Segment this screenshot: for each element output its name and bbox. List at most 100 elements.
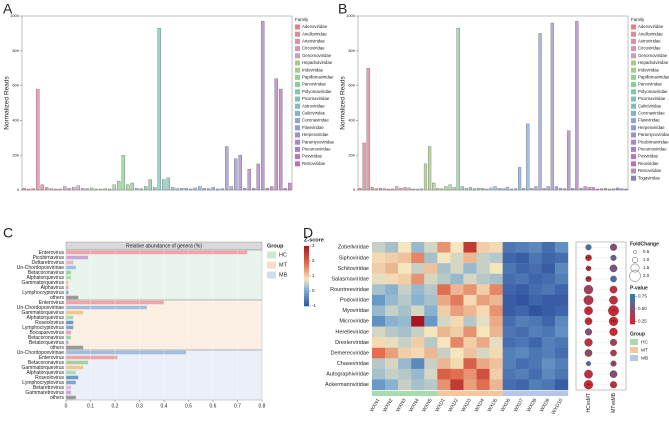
category-label: Gammatorquevirus — [21, 365, 64, 371]
legend-swatch — [631, 96, 636, 102]
box — [103, 188, 107, 191]
box — [538, 33, 542, 191]
heat-cell — [385, 337, 399, 348]
legend-label: Adenoviridae — [638, 24, 664, 29]
heat-cell — [424, 347, 438, 359]
heat-cell — [515, 263, 529, 274]
bar — [66, 265, 76, 270]
significance: ** — [587, 382, 591, 387]
box — [243, 188, 247, 191]
box — [554, 186, 558, 191]
box — [407, 187, 411, 191]
box — [198, 186, 202, 191]
heat-cell — [463, 252, 477, 264]
heat-cell — [515, 347, 529, 359]
row-label: Siphoviridae — [339, 255, 369, 261]
box — [460, 186, 464, 191]
row-label: Salasmaviridae — [331, 276, 369, 282]
heat-cell — [385, 358, 399, 370]
column-label: WXD6 — [500, 397, 513, 413]
colorbar-step — [630, 322, 635, 325]
y-tick-label: 1000 — [10, 13, 20, 18]
category-label: Gammaretrovirus — [25, 390, 64, 396]
bar — [66, 370, 76, 375]
group-bar — [489, 391, 503, 396]
box — [468, 187, 473, 191]
legend-swatch — [630, 347, 638, 353]
legend-swatch — [631, 139, 636, 145]
bar — [66, 285, 69, 290]
y-tick-label: 1000 — [346, 13, 356, 18]
legend-swatch — [631, 46, 636, 52]
colorbar-step — [304, 298, 309, 301]
heat-cell — [437, 347, 451, 359]
legend-swatch — [295, 24, 300, 30]
heat-cell — [398, 294, 412, 306]
legend-swatch — [295, 67, 300, 73]
y-tick-label: 200 — [348, 152, 355, 157]
legend-title: Family — [631, 17, 645, 22]
legend-label: Iridoviridae — [638, 67, 660, 72]
colorbar-step — [304, 266, 309, 269]
group-bar — [515, 391, 529, 396]
heat-cell — [437, 368, 451, 380]
y-axis-label: Normalized Reads — [340, 76, 347, 130]
colorbar-step — [304, 272, 309, 275]
heat-cell — [489, 379, 503, 391]
heat-cell — [372, 284, 386, 296]
box — [399, 188, 403, 191]
box — [624, 188, 628, 191]
box — [546, 186, 550, 191]
heat-cell — [372, 326, 386, 338]
box — [45, 187, 49, 191]
dot — [584, 306, 593, 316]
heat-cell — [476, 316, 490, 327]
box — [234, 158, 238, 191]
legend-title: Group — [267, 243, 284, 249]
legend-swatch — [295, 146, 300, 152]
box — [58, 188, 62, 191]
dot — [583, 284, 594, 295]
heat-cell — [385, 252, 399, 264]
category-label: Betacoronavirus — [28, 360, 65, 366]
box — [591, 187, 595, 191]
heat-cell — [554, 242, 569, 253]
heat-cell — [437, 337, 451, 348]
legend-label: Astroviridae — [302, 103, 325, 108]
box — [108, 188, 112, 191]
legend-label: MT — [279, 262, 288, 268]
significance: * — [588, 319, 590, 324]
x-tick-label: 0.5 — [185, 403, 192, 409]
heat-cell — [411, 368, 425, 380]
heat-cell — [372, 337, 386, 348]
legend-swatch — [631, 31, 636, 37]
size-legend-label: 1.0 — [643, 257, 650, 262]
heat-cell — [476, 242, 490, 253]
box — [144, 186, 148, 191]
heat-cell — [476, 347, 490, 359]
category-label: others — [50, 295, 64, 301]
y-tick-label: 600 — [12, 83, 19, 88]
group-bar — [528, 391, 543, 396]
box — [575, 21, 579, 191]
heat-cell — [476, 337, 490, 348]
heat-cell — [398, 326, 412, 338]
heat-cell — [476, 358, 490, 370]
heat-cell — [489, 358, 503, 370]
heat-cell — [528, 305, 543, 317]
colorbar-step — [304, 264, 309, 267]
box — [612, 188, 616, 191]
row-label: Autographiviridae — [326, 372, 369, 378]
column-label: WXN2 — [382, 397, 395, 413]
category-label: others — [50, 395, 64, 401]
legend-swatch — [631, 53, 636, 59]
dot — [609, 381, 618, 389]
heat-cell — [385, 294, 399, 306]
legend-swatch — [295, 46, 300, 52]
box — [256, 163, 260, 191]
heat-cell — [450, 252, 464, 264]
box — [139, 188, 143, 191]
colorbar-step — [630, 298, 635, 301]
colorbar-step — [304, 302, 309, 305]
bar — [66, 355, 118, 360]
